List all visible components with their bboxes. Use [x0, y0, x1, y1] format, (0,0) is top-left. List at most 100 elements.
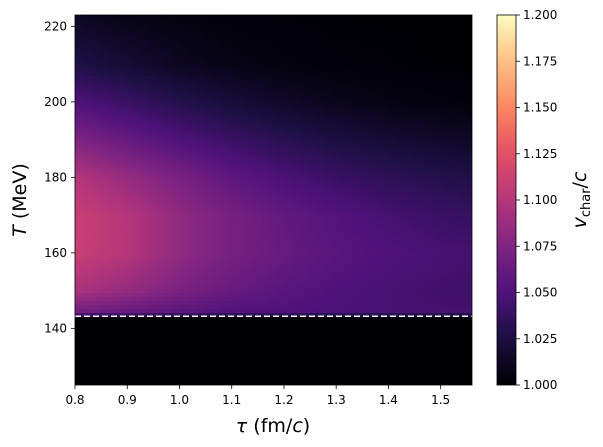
heatmap-cell: [401, 332, 407, 338]
heatmap-cell: [372, 175, 378, 181]
heatmap-cell: [451, 340, 457, 346]
heatmap-cell: [327, 352, 332, 358]
heatmap-cell: [310, 179, 316, 185]
heatmap-cell: [347, 284, 353, 290]
heatmap-cell: [393, 232, 399, 237]
heatmap-cell: [211, 368, 217, 374]
heatmap-cell: [132, 292, 138, 298]
heatmap-cell: [75, 244, 80, 249]
heatmap-cell: [414, 340, 419, 346]
heatmap-cell: [331, 256, 337, 261]
heatmap-cell: [455, 368, 461, 374]
heatmap-cell: [451, 212, 457, 217]
heatmap-cell: [112, 276, 117, 282]
heatmap-cell: [306, 175, 312, 181]
heatmap-cell: [261, 244, 266, 249]
heatmap-cell: [244, 328, 250, 334]
heatmap-cell: [244, 308, 250, 314]
heatmap-cell: [360, 264, 366, 269]
heatmap-cell: [447, 216, 452, 221]
heatmap-cell: [91, 336, 97, 342]
heatmap-cell: [343, 228, 349, 233]
heatmap-cell: [244, 228, 250, 233]
heatmap-cell: [327, 187, 332, 193]
heatmap-cell: [397, 260, 403, 265]
heatmap-cell: [261, 344, 266, 350]
heatmap-cell: [153, 195, 159, 201]
heatmap-cell: [186, 316, 192, 322]
heatmap-cell: [467, 344, 472, 350]
heatmap-cell: [409, 316, 415, 322]
heatmap-cell: [438, 284, 444, 290]
heatmap-cell: [397, 300, 403, 306]
heatmap-cell: [467, 368, 472, 374]
heatmap-cell: [285, 308, 291, 314]
heatmap-cell: [310, 248, 316, 253]
heatmap-cell: [190, 200, 196, 205]
heatmap-cell: [356, 260, 361, 265]
heatmap-cell: [306, 240, 312, 245]
heatmap-cell: [310, 360, 316, 366]
heatmap-cell: [310, 328, 316, 334]
heatmap-cell: [426, 248, 432, 253]
heatmap-cell: [240, 236, 246, 241]
heatmap-cell: [132, 276, 138, 282]
heatmap-cell: [306, 187, 312, 193]
heatmap-cell: [137, 360, 142, 366]
heatmap-cell: [447, 300, 452, 306]
heatmap-cell: [306, 288, 312, 294]
heatmap-cell: [327, 292, 332, 298]
heatmap-cell: [347, 308, 353, 314]
heatmap-cell: [207, 308, 213, 314]
heatmap-cell: [294, 179, 299, 185]
heatmap-cell: [269, 260, 275, 265]
heatmap-cell: [463, 312, 469, 318]
heatmap-cell: [194, 284, 200, 290]
heatmap-cell: [397, 187, 403, 193]
heatmap-cell: [389, 280, 395, 286]
heatmap-cell: [145, 316, 151, 322]
heatmap-cell: [248, 276, 254, 282]
heatmap-cell: [116, 220, 122, 225]
heatmap-cell: [128, 348, 134, 354]
heatmap-cell: [281, 348, 287, 354]
heatmap-cell: [157, 276, 163, 282]
heatmap-cell: [75, 296, 80, 302]
heatmap-cell: [232, 288, 237, 294]
heatmap-cell: [124, 304, 130, 310]
heatmap-cell: [194, 280, 200, 286]
heatmap-cell: [273, 348, 279, 354]
heatmap-cell: [360, 316, 366, 322]
heatmap-cell: [327, 316, 332, 322]
heatmap-cell: [203, 183, 208, 189]
heatmap-cell: [215, 372, 221, 378]
heatmap-cell: [281, 272, 287, 278]
heatmap-cell: [397, 348, 403, 354]
heatmap-cell: [459, 336, 465, 342]
heatmap-cell: [418, 308, 423, 314]
heatmap-cell: [145, 264, 151, 269]
heatmap-cell: [376, 248, 382, 253]
heatmap-cell: [116, 316, 122, 322]
heatmap-cell: [137, 344, 142, 350]
heatmap-cell: [347, 191, 353, 197]
heatmap-cell: [294, 260, 299, 265]
heatmap-cell: [75, 316, 80, 322]
heatmap-cell: [385, 340, 390, 346]
heatmap-cell: [331, 356, 337, 362]
heatmap-cell: [364, 296, 370, 302]
heatmap-cell: [360, 224, 366, 229]
heatmap-cell: [393, 236, 399, 241]
heatmap-cell: [165, 324, 171, 330]
heatmap-cell: [223, 316, 229, 322]
heatmap-cell: [103, 195, 109, 201]
heatmap-cell: [128, 228, 134, 233]
heatmap-cell: [467, 252, 472, 257]
heatmap-cell: [290, 312, 295, 318]
heatmap-cell: [314, 204, 320, 209]
heatmap-cell: [397, 216, 403, 221]
heatmap-cell: [194, 304, 200, 310]
heatmap-cell: [145, 216, 151, 221]
heatmap-cell: [215, 344, 221, 350]
heatmap-cell: [414, 204, 419, 209]
